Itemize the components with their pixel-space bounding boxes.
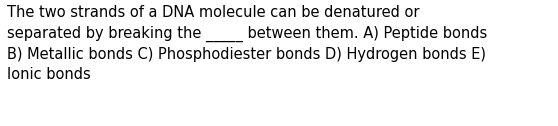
Text: The two strands of a DNA molecule can be denatured or
separated by breaking the : The two strands of a DNA molecule can be… (7, 5, 488, 82)
